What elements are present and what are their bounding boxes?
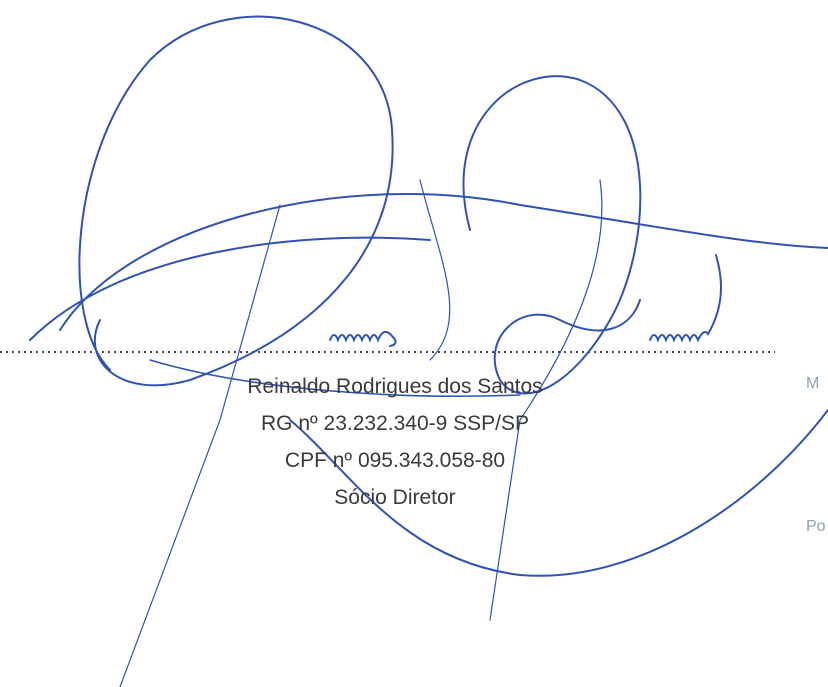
signature-stroke	[149, 359, 521, 397]
signature-stroke	[29, 236, 431, 341]
signature-stroke	[289, 409, 828, 577]
signature-stroke	[649, 254, 722, 343]
signature-stroke	[119, 204, 281, 687]
signature-stroke	[329, 330, 397, 347]
signatory-name: Reinaldo Rodrigues dos Santos	[247, 375, 543, 398]
signature-stroke	[489, 179, 603, 621]
signature-stroke	[59, 192, 828, 331]
signatory-block: Reinaldo Rodrigues dos Santos RG nº 23.2…	[0, 368, 790, 516]
stamp-fragment: M	[806, 375, 820, 392]
signatory-rg: RG nº 23.232.340-9 SSP/SP	[261, 412, 529, 435]
signature-stroke	[462, 75, 642, 395]
stamp-fragment: Po	[806, 518, 826, 535]
signature-stroke	[78, 15, 394, 387]
signatory-cpf: CPF nº 095.343.058-80	[284, 449, 506, 472]
signature-stroke	[419, 179, 451, 361]
signatory-role: Sócio Diretor	[334, 486, 456, 509]
